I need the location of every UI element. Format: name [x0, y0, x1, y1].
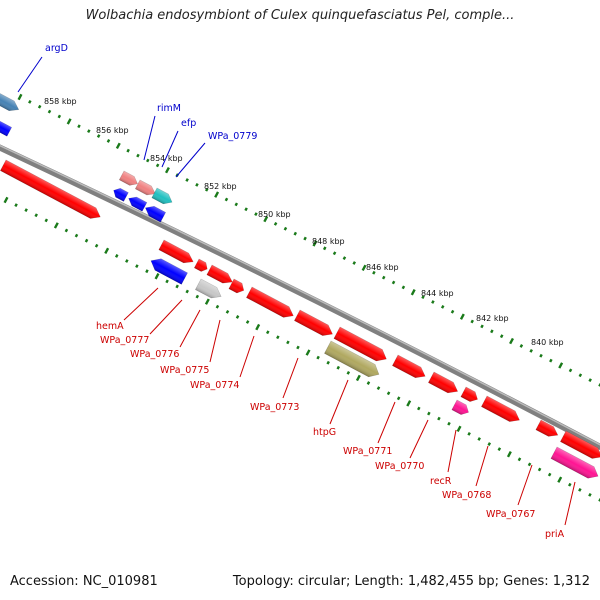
gene-label[interactable]: hemA: [96, 321, 124, 332]
map-title: Wolbachia endosymbiont of Culex quinquef…: [85, 8, 515, 23]
gene-forward: [294, 309, 333, 336]
gene-label[interactable]: recR: [430, 476, 452, 487]
upper-scale-track: [17, 93, 600, 387]
gene-label[interactable]: rimM: [157, 103, 181, 114]
gene-reverse: [113, 188, 129, 202]
scale-label: 856 kbp: [96, 126, 129, 135]
gene-label[interactable]: WPa_0770: [375, 461, 424, 472]
gene-reverse: [145, 206, 166, 223]
gene-WPa_0770: [428, 371, 459, 394]
gene-label[interactable]: WPa_0767: [486, 509, 535, 520]
gene-WPa_0776: [206, 264, 233, 284]
gene-label[interactable]: WPa_0774: [190, 380, 239, 391]
topology-summary: Topology: circular; Length: 1,482,455 bp…: [232, 574, 590, 589]
gene-label[interactable]: argD: [45, 43, 68, 54]
gene-label[interactable]: WPa_0777: [100, 335, 149, 346]
gene-forward: [560, 430, 600, 459]
gene-label[interactable]: priA: [545, 529, 565, 540]
gene-label[interactable]: htpG: [313, 427, 336, 438]
gene-WPa_0773: [246, 286, 294, 318]
scale-label: 840 kbp: [531, 338, 564, 347]
scale-label: 844 kbp: [421, 289, 454, 298]
scale-label: 842 kbp: [476, 314, 509, 323]
gene-hemA: [158, 239, 194, 264]
gene-WPa_0767: [535, 419, 559, 437]
gene-forward: [0, 159, 101, 219]
label-leaders: [17, 56, 576, 526]
gene-WPa_0771: [392, 354, 426, 379]
gene-WPa_0777: [150, 258, 188, 285]
scale-label: 852 kbp: [204, 182, 237, 191]
gene-WPa_0768: [481, 395, 520, 422]
gene-label[interactable]: WPa_0779: [208, 131, 257, 142]
genome-backbone: [0, 144, 600, 451]
scale-label: 848 kbp: [312, 237, 345, 246]
gene-label[interactable]: WPa_0771: [343, 446, 392, 457]
gene-label[interactable]: WPa_0768: [442, 490, 491, 501]
gene-priA: [550, 446, 599, 479]
gene-WPa_0774: [228, 278, 245, 294]
gene-forward: [193, 258, 208, 272]
gene-label[interactable]: WPa_0776: [130, 349, 179, 360]
gene-WPa_0775: [195, 278, 222, 299]
gene-label[interactable]: efp: [181, 118, 196, 129]
scale-label: 850 kbp: [258, 210, 291, 219]
gene-label[interactable]: WPa_0773: [250, 402, 299, 413]
gene-reverse: [0, 121, 12, 137]
gene-argD: [0, 85, 20, 111]
scale-label: 846 kbp: [366, 263, 399, 272]
gene-reverse: [128, 196, 148, 212]
lower-scale-track: [3, 196, 600, 502]
accession-text: Accession: NC_010981: [10, 574, 158, 589]
gene-htpG: [324, 340, 380, 378]
scale-label: 858 kbp: [44, 97, 77, 106]
gene-rimM: [118, 170, 138, 186]
gene-label[interactable]: WPa_0775: [160, 365, 209, 376]
gene-efp: [134, 179, 156, 196]
gene-recR: [460, 386, 478, 402]
gene-WPa_0779: [151, 187, 173, 205]
gene-recR-alt: [451, 399, 469, 415]
gene-forward: [333, 326, 387, 362]
gene-features: [0, 85, 600, 479]
